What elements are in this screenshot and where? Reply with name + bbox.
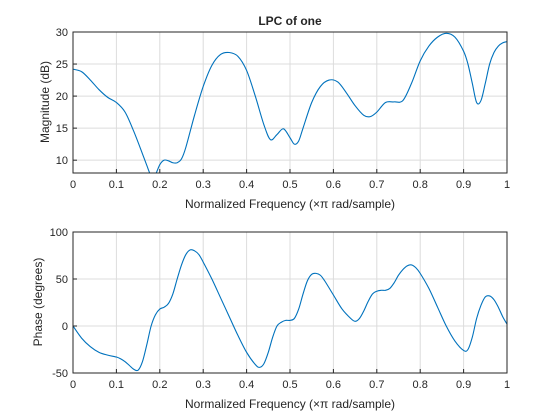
phase-y-axis-label: Phase (degrees): [31, 258, 45, 347]
magnitude-series-line: [73, 32, 507, 173]
phase-x-axis-label: Normalized Frequency (×π rad/sample): [185, 397, 395, 411]
magnitude-x-tick-label: 0.9: [456, 179, 471, 191]
phase-y-tick-label: -50: [52, 368, 68, 380]
phase-x-tick-label: 0.9: [456, 379, 471, 391]
magnitude-plot: 0 0.1 0.2 0.3 0.4 0.5 0.6 0.7 0.8 0.9 11015202530 …: [38, 14, 510, 211]
magnitude-x-tick-label: 0.8: [413, 179, 428, 191]
magnitude-y-tick-label: 15: [56, 123, 68, 135]
phase-series-line: [73, 249, 507, 372]
magnitude-x-tick-label: 0: [70, 179, 76, 191]
magnitude-chart-title: LPC of one: [258, 14, 322, 28]
magnitude-x-tick-label: 1: [504, 179, 510, 191]
magnitude-x-tick-label: 0.7: [369, 179, 384, 191]
magnitude-x-axis-label: Normalized Frequency (×π rad/sample): [185, 197, 395, 211]
phase-x-tick-label: 0.6: [326, 379, 341, 391]
phase-x-tick-label: 0.4: [239, 379, 254, 391]
phase-x-tick-label: 1: [504, 379, 510, 391]
phase-x-tick-label: 0.1: [109, 379, 124, 391]
magnitude-y-tick-label: 20: [56, 91, 68, 103]
phase-x-tick-label: 0.2: [152, 379, 167, 391]
phase-x-tick-label: 0.5: [282, 379, 297, 391]
magnitude-x-tick-label: 0.2: [152, 179, 167, 191]
magnitude-y-tick-label: 25: [56, 59, 68, 71]
magnitude-x-tick-label: 0.4: [239, 179, 254, 191]
magnitude-ticks: 0 0.1 0.2 0.3 0.4 0.5 0.6 0.7 0.8 0.9 1 10 15 20 25 30: [56, 27, 510, 191]
phase-x-tick-label: 0: [70, 379, 76, 391]
phase-y-tick-label: 0: [62, 321, 68, 333]
magnitude-x-tick-label: 0.5: [282, 179, 297, 191]
magnitude-x-tick-label: 0.6: [326, 179, 341, 191]
magnitude-y-tick-label: 30: [56, 27, 68, 39]
phase-series-layer: [73, 249, 507, 372]
phase-y-tick-label: 100: [50, 227, 68, 239]
phase-x-tick-label: 0.3: [196, 379, 211, 391]
magnitude-y-axis-label: Magnitude (dB): [38, 61, 52, 143]
phase-y-tick-label: 50: [56, 274, 68, 286]
magnitude-x-tick-label: 0.1: [109, 179, 124, 191]
phase-x-tick-label: 0.8: [413, 379, 428, 391]
magnitude-series-layer: [73, 32, 507, 173]
phase-x-tick-label: 0.7: [369, 379, 384, 391]
magnitude-x-tick-label: 0.3: [196, 179, 211, 191]
magnitude-y-tick-label: 10: [56, 155, 68, 167]
